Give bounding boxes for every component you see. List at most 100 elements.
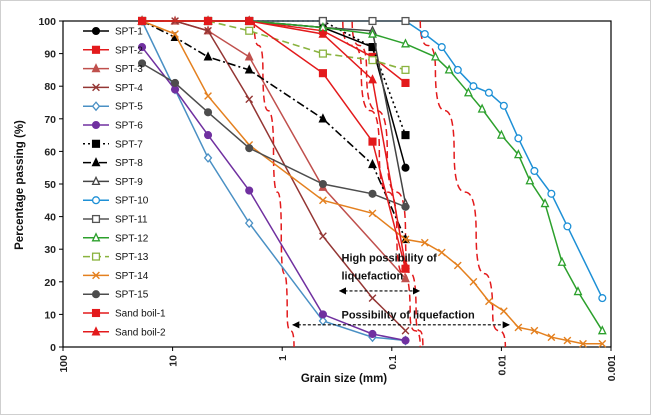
y-tick-label: 10	[44, 309, 56, 321]
legend-label: SPT-7	[115, 139, 143, 150]
data-point	[368, 74, 377, 84]
legend-entry: SPT-4	[83, 83, 143, 94]
data-point	[368, 56, 377, 65]
data-point	[368, 28, 377, 38]
legend-swatch-marker	[91, 308, 101, 318]
data-point	[430, 51, 440, 61]
data-point	[170, 85, 180, 94]
annotation-2: liquefaction	[342, 270, 404, 282]
data-point	[401, 38, 410, 48]
data-point	[319, 232, 327, 241]
legend-label: SPT-4	[115, 83, 143, 94]
data-point	[401, 336, 410, 345]
legend-swatch-marker	[91, 214, 101, 224]
data-point	[368, 209, 377, 218]
legend-label: SPT-13	[115, 252, 149, 263]
legend: SPT-1 SPT-2 SPT-3 SPT-4 SPT-5 SPT-6 SPT-7 SPT-8…	[83, 27, 166, 338]
legend-entry: Sand boil-1	[83, 309, 166, 320]
annotation-1: High possibility of	[342, 252, 438, 264]
legend-label: Sand boil-2	[115, 327, 166, 338]
data-point	[244, 64, 254, 74]
legend-label: Sand boil-1	[115, 309, 166, 320]
data-point	[245, 95, 254, 104]
boundary-curve-1	[253, 20, 295, 348]
data-point	[469, 82, 478, 91]
data-point	[514, 323, 523, 332]
legend-label: SPT-1	[115, 27, 143, 38]
legend-entry: Sand boil-2	[83, 326, 166, 338]
legend-swatch-marker	[92, 83, 100, 92]
data-point	[463, 87, 473, 97]
legend-entry: SPT-8	[83, 157, 143, 169]
x-tick-label: 1	[277, 355, 289, 361]
data-point	[203, 131, 213, 140]
data-point	[318, 113, 328, 123]
data-point	[598, 294, 607, 303]
data-point	[318, 179, 327, 189]
legend-swatch-marker	[91, 175, 101, 186]
data-point	[170, 78, 180, 87]
data-point	[437, 43, 446, 52]
data-point	[368, 189, 377, 198]
data-point	[244, 51, 254, 61]
data-point	[401, 235, 410, 244]
data-point	[318, 69, 327, 78]
legend-swatch-marker	[91, 26, 101, 36]
series-spt-15	[137, 59, 410, 211]
legend-label: SPT-14	[115, 271, 149, 282]
legend-label: SPT-5	[115, 102, 143, 113]
data-point	[204, 26, 212, 35]
legend-swatch-marker	[91, 45, 101, 54]
data-point	[496, 129, 506, 139]
legend-label: SPT-11	[115, 215, 148, 226]
data-point	[318, 28, 328, 38]
data-point	[318, 310, 327, 319]
data-point	[499, 101, 508, 110]
x-tick-label: 100	[58, 355, 70, 373]
legend-entry: SPT-13	[83, 252, 149, 263]
data-point	[318, 49, 327, 58]
legend-swatch-marker	[91, 290, 101, 299]
data-point	[368, 16, 377, 26]
data-point	[319, 196, 327, 205]
data-point	[437, 248, 446, 257]
data-point	[368, 137, 377, 146]
data-point	[244, 218, 254, 229]
data-point	[484, 88, 493, 97]
x-tick-label: 10	[168, 355, 180, 367]
y-tick-label: 90	[44, 49, 56, 61]
data-point	[540, 198, 550, 208]
data-point	[203, 51, 213, 61]
legend-swatch-marker	[92, 271, 100, 280]
data-point	[401, 65, 410, 74]
series-sand-boil-2	[137, 15, 410, 270]
data-point	[514, 134, 523, 143]
data-point	[244, 15, 254, 25]
legend-swatch-marker	[91, 196, 101, 205]
legend-entry: SPT-10	[83, 196, 149, 207]
x-tick-label: 0.001	[606, 355, 618, 381]
data-point	[245, 144, 254, 153]
legend-label: SPT-9	[115, 177, 143, 188]
x-tick-label: 0.1	[387, 355, 399, 370]
series-spt-12	[137, 15, 607, 335]
legend-label: SPT-2	[115, 45, 143, 56]
legend-entry: SPT-1	[83, 27, 143, 38]
data-point	[401, 260, 410, 270]
data-point	[563, 336, 572, 345]
data-point	[598, 339, 607, 348]
boundary-curve-4	[419, 20, 507, 348]
legend-swatch-marker	[91, 157, 101, 167]
y-tick-label: 70	[44, 114, 56, 126]
annotations: High possibility of liquefaction Possibili…	[292, 252, 510, 329]
legend-entry: SPT-6	[83, 121, 143, 132]
y-tick-label: 50	[44, 179, 56, 191]
data-point	[203, 108, 213, 117]
data-point	[420, 29, 429, 39]
series-spt-6	[137, 43, 410, 345]
legend-entry: SPT-3	[83, 63, 143, 75]
legend-swatch-marker	[91, 101, 101, 112]
legend-label: SPT-10	[115, 196, 149, 207]
data-point	[203, 15, 213, 25]
data-point	[368, 158, 377, 169]
